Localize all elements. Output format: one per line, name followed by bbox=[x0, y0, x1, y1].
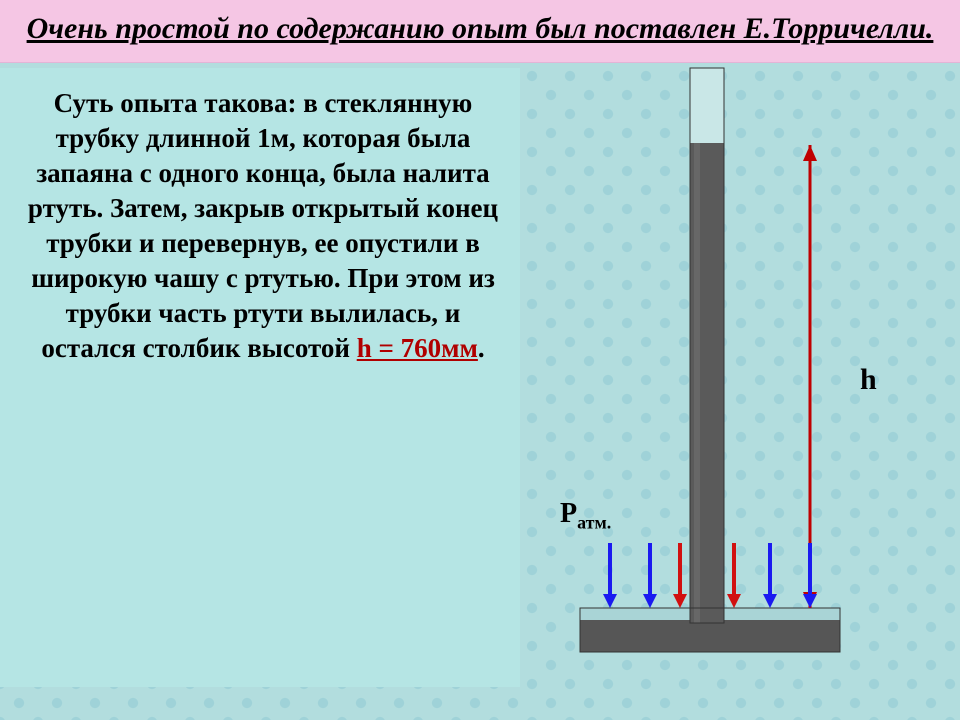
p-symbol: Р bbox=[560, 498, 577, 529]
diagram-svg bbox=[520, 63, 950, 683]
description-text: Суть опыта такова: в стеклянную трубку д… bbox=[18, 86, 508, 367]
h-value: h = 760мм bbox=[357, 333, 478, 363]
description-box: Суть опыта такова: в стеклянную трубку д… bbox=[0, 68, 520, 687]
height-label: h bbox=[860, 363, 877, 397]
text-post: . bbox=[478, 333, 485, 363]
torricelli-diagram: h Ратм. bbox=[520, 63, 960, 687]
header: Очень простой по содержанию опыт был пос… bbox=[0, 0, 960, 63]
content-row: Суть опыта такова: в стеклянную трубку д… bbox=[0, 63, 960, 687]
slide: Очень простой по содержанию опыт был пос… bbox=[0, 0, 960, 720]
text-pre: Суть опыта такова: в стеклянную трубку д… bbox=[28, 88, 498, 364]
pressure-label: Ратм. bbox=[560, 498, 611, 534]
p-subscript: атм. bbox=[577, 512, 611, 532]
slide-title: Очень простой по содержанию опыт был пос… bbox=[20, 10, 940, 48]
